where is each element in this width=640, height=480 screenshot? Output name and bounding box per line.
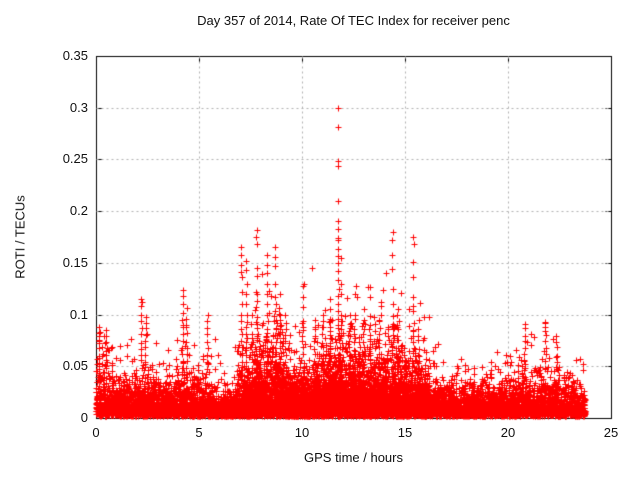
- x-tick-label: 15: [397, 425, 413, 440]
- x-tick-label: 10: [294, 425, 310, 440]
- y-tick-label: 0.35: [62, 48, 88, 63]
- x-axis-label: GPS time / hours: [304, 450, 403, 465]
- y-tick-label: 0.05: [62, 358, 88, 373]
- y-tick-label: 0.15: [62, 255, 88, 270]
- x-tick-label: 5: [195, 425, 203, 440]
- x-tick-label: 0: [92, 425, 100, 440]
- y-tick-label: 0.25: [62, 151, 88, 166]
- y-tick-label: 0.3: [69, 100, 88, 115]
- x-tick-label: 25: [603, 425, 619, 440]
- y-tick-label: 0.1: [69, 307, 88, 322]
- x-tick-label: 20: [500, 425, 516, 440]
- y-tick-label: 0: [80, 410, 88, 425]
- chart-title: Day 357 of 2014, Rate Of TEC Index for r…: [197, 13, 510, 28]
- y-tick-label: 0.2: [69, 203, 88, 218]
